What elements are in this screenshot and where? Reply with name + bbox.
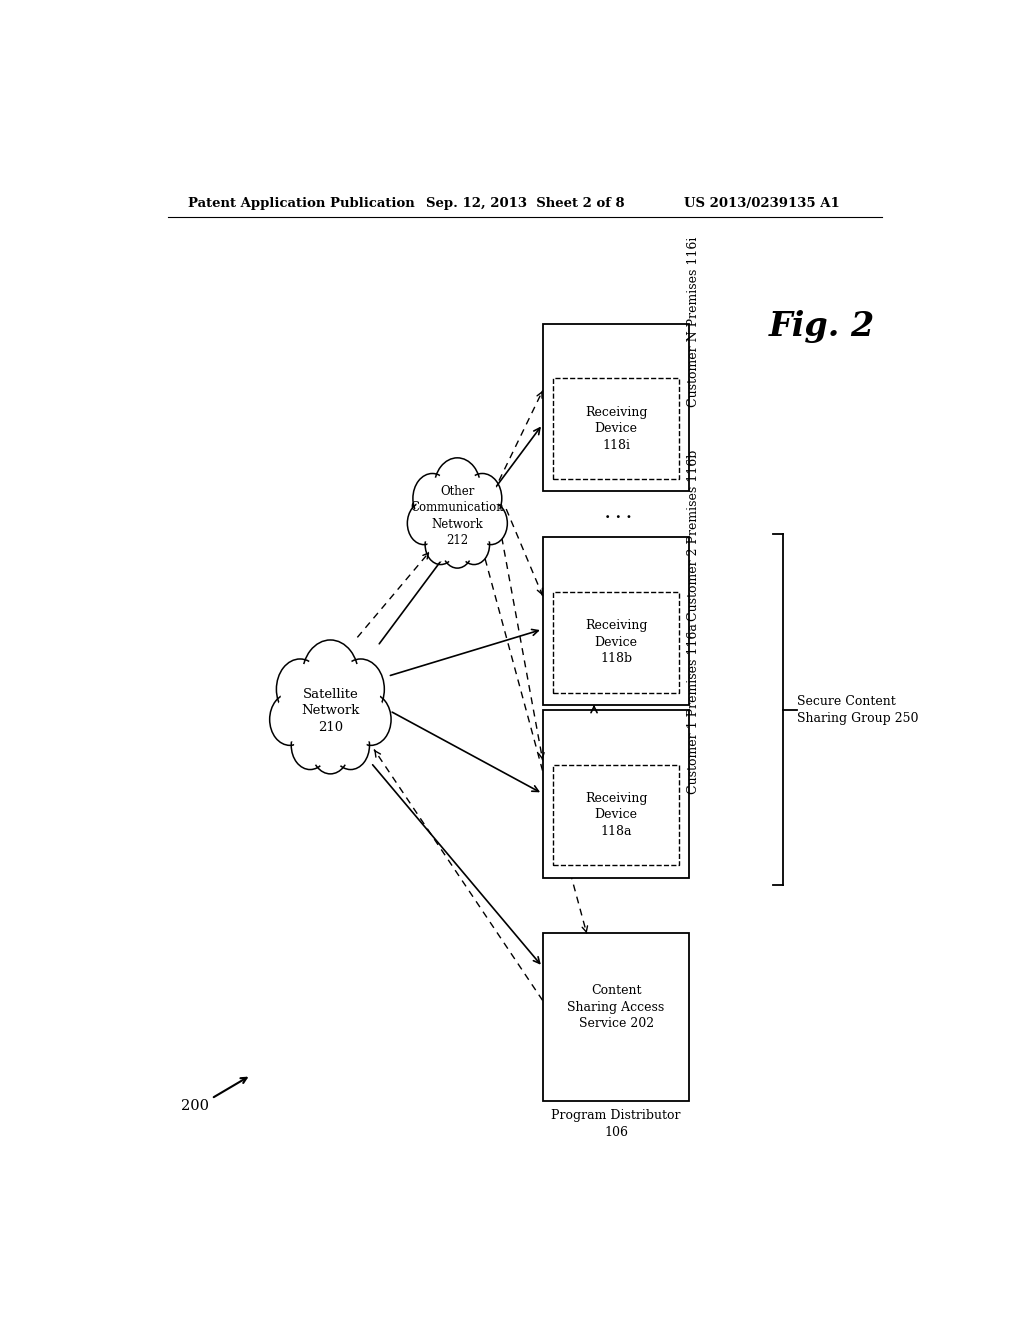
Circle shape	[302, 640, 358, 713]
Circle shape	[416, 478, 449, 520]
Circle shape	[408, 502, 440, 545]
Circle shape	[314, 729, 346, 771]
Circle shape	[463, 474, 502, 523]
Text: . . .: . . .	[605, 507, 632, 521]
Circle shape	[332, 721, 370, 770]
Text: Receiving
Device
118a: Receiving Device 118a	[585, 792, 647, 838]
Circle shape	[459, 525, 489, 565]
Circle shape	[291, 721, 329, 770]
Text: Customer 1 Premises 116a: Customer 1 Premises 116a	[687, 623, 700, 793]
Bar	[543, 933, 689, 1101]
Bar	[553, 591, 679, 693]
Circle shape	[306, 645, 354, 708]
Circle shape	[294, 725, 327, 766]
Circle shape	[311, 726, 349, 774]
Circle shape	[272, 697, 307, 742]
Circle shape	[353, 697, 388, 742]
Circle shape	[434, 486, 481, 546]
Text: Program Distributor
106: Program Distributor 106	[551, 1109, 681, 1139]
Circle shape	[466, 478, 499, 520]
Text: Secure Content
Sharing Group 250: Secure Content Sharing Group 250	[797, 694, 919, 725]
Circle shape	[425, 525, 457, 565]
Text: 200: 200	[181, 1098, 210, 1113]
Bar	[553, 379, 679, 479]
Text: Fig. 2: Fig. 2	[769, 310, 876, 343]
Circle shape	[430, 480, 485, 552]
Circle shape	[410, 506, 438, 541]
Circle shape	[276, 659, 324, 719]
Circle shape	[437, 462, 477, 513]
Circle shape	[413, 474, 452, 523]
Bar	[543, 323, 689, 491]
Circle shape	[474, 502, 507, 545]
Text: Sep. 12, 2013  Sheet 2 of 8: Sep. 12, 2013 Sheet 2 of 8	[426, 197, 625, 210]
Circle shape	[302, 675, 359, 747]
Circle shape	[269, 693, 310, 746]
Circle shape	[297, 668, 365, 754]
Circle shape	[350, 693, 391, 746]
Text: Customer N Premises 116i: Customer N Premises 116i	[687, 238, 700, 408]
Text: Content
Sharing Access
Service 202: Content Sharing Access Service 202	[567, 985, 665, 1030]
Circle shape	[434, 458, 480, 517]
Text: Receiving
Device
118b: Receiving Device 118b	[585, 619, 647, 665]
Circle shape	[337, 659, 384, 719]
Circle shape	[427, 528, 454, 561]
Text: Customer 2 Premises 116b: Customer 2 Premises 116b	[687, 450, 700, 620]
Bar	[543, 537, 689, 705]
Text: Receiving
Device
118i: Receiving Device 118i	[585, 405, 647, 451]
Circle shape	[476, 506, 505, 541]
Text: Satellite
Network
210: Satellite Network 210	[301, 688, 359, 734]
Circle shape	[444, 531, 471, 565]
Circle shape	[335, 725, 367, 766]
Circle shape	[341, 664, 381, 715]
Bar	[543, 710, 689, 878]
Circle shape	[280, 664, 321, 715]
Text: Other
Communication
Network
212: Other Communication Network 212	[411, 484, 504, 548]
Bar	[553, 764, 679, 866]
Circle shape	[461, 528, 487, 561]
Circle shape	[441, 528, 473, 568]
Text: US 2013/0239135 A1: US 2013/0239135 A1	[684, 197, 840, 210]
Text: Patent Application Publication: Patent Application Publication	[187, 197, 415, 210]
